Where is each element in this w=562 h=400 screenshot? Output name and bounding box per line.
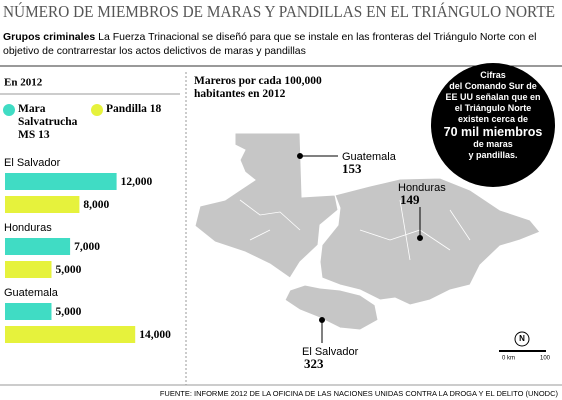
map-value: 323 [304, 356, 324, 371]
callout-line: 70 mil miembros [443, 125, 543, 139]
map-borders [239, 199, 471, 261]
category-label: El Salvador [4, 157, 61, 169]
bar [5, 196, 80, 213]
dot [297, 153, 303, 159]
map-label: Guatemala [342, 151, 397, 163]
value-label: 7,000 [74, 241, 100, 253]
map-annotations [297, 153, 423, 343]
scale-label: 0 km [502, 356, 515, 362]
callout-line: Cifras [480, 70, 506, 80]
callout: Cifras del Comando Sur de EE UU señalan qu… [436, 70, 550, 161]
map-el-salvador [284, 284, 379, 331]
subtitle-lead: Grupos criminales [3, 31, 96, 43]
callout-line: del Comando Sur de [449, 81, 537, 91]
value-label: 12,000 [121, 176, 153, 188]
callout-circle [431, 63, 555, 187]
map-value: 153 [342, 161, 362, 176]
callout-line: y pandillas. [468, 150, 518, 160]
scale-label: 100 [540, 356, 551, 362]
map-value: 149 [400, 192, 420, 207]
bar [5, 326, 136, 343]
chart-title: En 2012 [4, 77, 43, 89]
subtitle: Grupos criminales La Fuerza Trinacional … [3, 30, 555, 58]
map-honduras [319, 177, 541, 306]
source: FUENTE: INFORME 2012 DE LA OFICINA DE LA… [160, 389, 559, 398]
map-label: El Salvador [302, 346, 359, 358]
legend-swatch [91, 104, 103, 116]
legend-label: Mara Salvatrucha MS 13 [18, 103, 78, 141]
category-label: Honduras [4, 222, 52, 234]
bar [5, 261, 52, 278]
value-label: 8,000 [83, 199, 109, 211]
value-label: 5,000 [56, 306, 82, 318]
value-label: 5,000 [56, 264, 82, 276]
callout-line: de maras [473, 139, 513, 149]
callout-line: existen cerca de [457, 114, 529, 124]
map-title: Mareros por cada 100,000 habitantes en 2… [194, 75, 322, 100]
dot [417, 235, 423, 241]
dot [319, 317, 325, 323]
map-label: Honduras [398, 182, 446, 194]
category-label: Guatemala [4, 287, 59, 299]
compass-label: N [519, 334, 525, 343]
map [194, 132, 541, 331]
bar [5, 238, 71, 255]
bar [5, 303, 52, 320]
map-guatemala [194, 132, 339, 279]
value-label: 14,000 [139, 329, 171, 341]
title: NÚMERO DE MIEMBROS DE MARAS Y PANDILLAS … [3, 2, 555, 21]
legend-swatch [3, 104, 15, 116]
subtitle-text: La Fuerza Trinacional se diseñó para que… [3, 31, 537, 57]
callout-line: el Triángulo Norte [454, 103, 532, 113]
compass [514, 331, 530, 347]
legend-label: Pandilla 18 [106, 103, 162, 115]
bar [5, 173, 117, 190]
callout-line: EE UU señalan que en [445, 92, 541, 102]
